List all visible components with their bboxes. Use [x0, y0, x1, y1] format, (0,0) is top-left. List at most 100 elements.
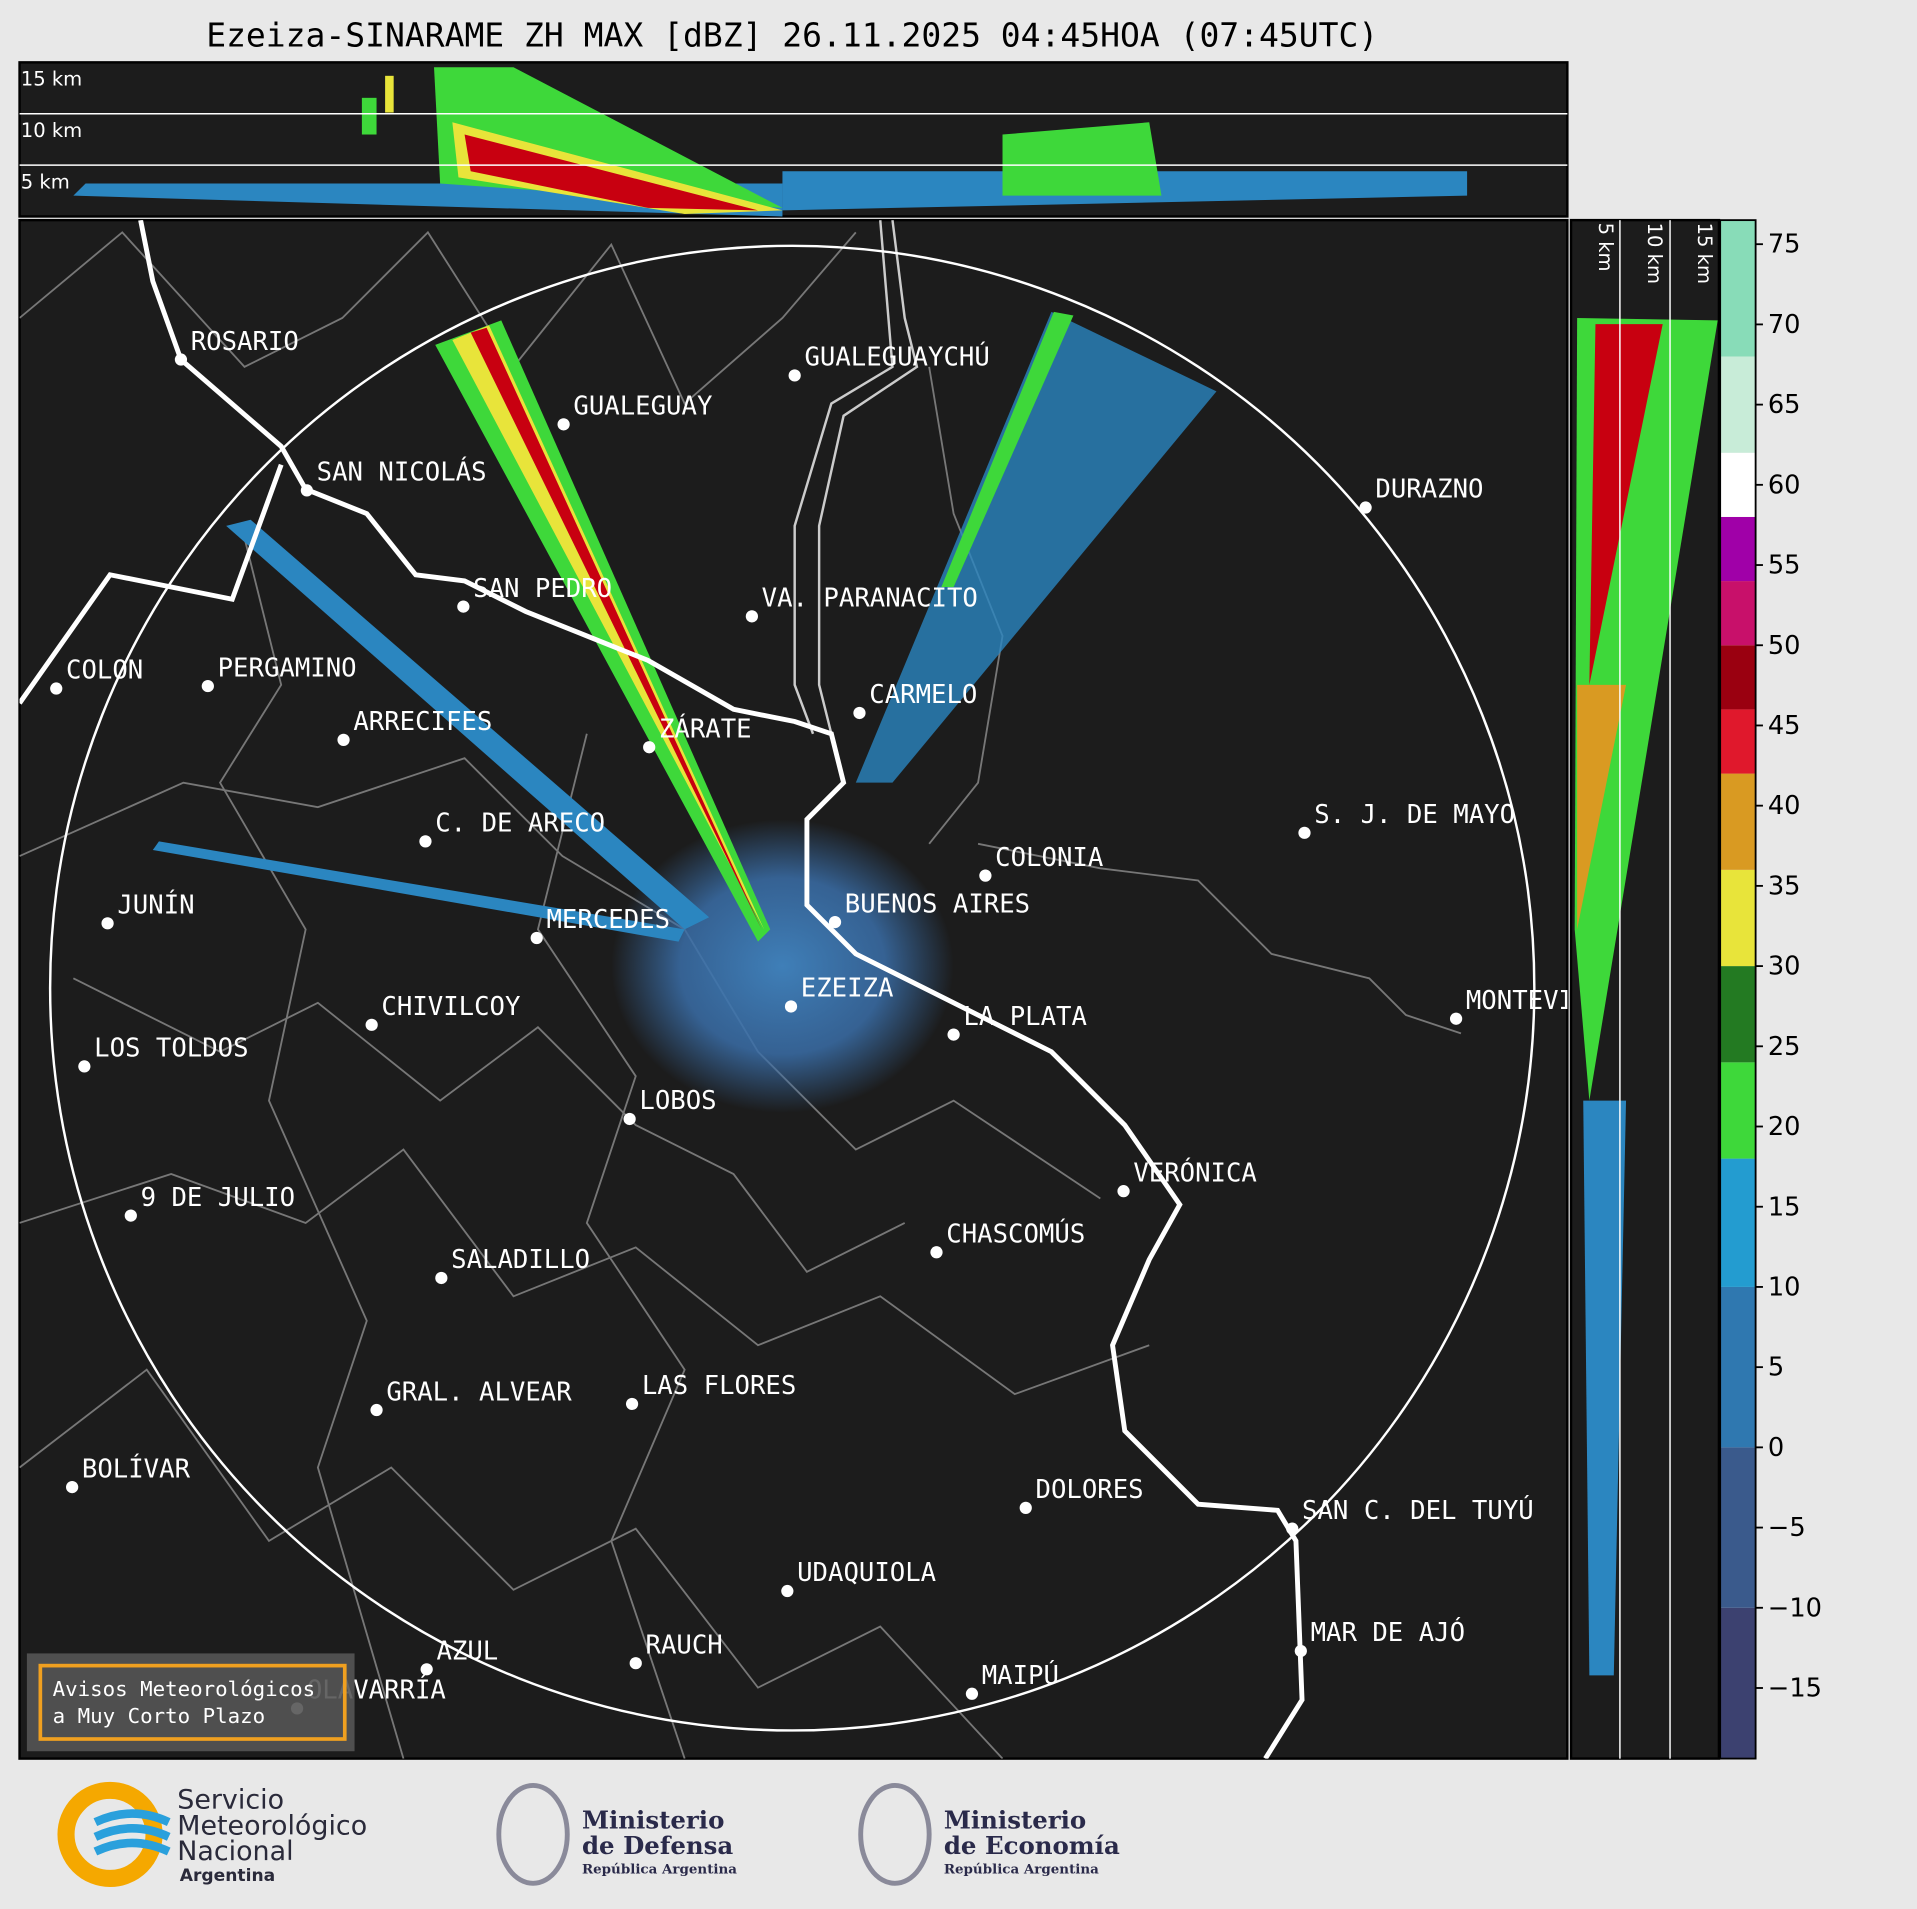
city-label: SAN C. DEL TUYÚ — [1302, 1494, 1534, 1526]
city-dot — [625, 1397, 639, 1411]
smn-logo: Servicio Meteorológico Nacional Argentin… — [57, 1781, 367, 1887]
polyline-shape — [19, 463, 284, 705]
logo-text: Meteorológico — [177, 1810, 367, 1841]
polyline-shape — [19, 757, 1101, 1200]
colorbar-band — [1720, 1447, 1756, 1608]
city-dot — [979, 869, 992, 882]
colorbar-band — [1720, 220, 1756, 357]
colorbar-tick-label: 70 — [1768, 310, 1801, 340]
echo — [855, 311, 1217, 783]
colorbar-tick-label: 45 — [1768, 711, 1801, 741]
city-dot — [1286, 1522, 1299, 1535]
city-label: LAS FLORES — [642, 1371, 796, 1401]
colorbar-tick-label: 0 — [1768, 1433, 1784, 1463]
colorbar-tick-label: 50 — [1768, 631, 1801, 661]
colorbar-band — [1720, 1286, 1756, 1448]
title: Ezeiza-SINARAME ZH MAX [dBZ] 26.11.2025 … — [206, 15, 1378, 54]
colorbar-frame — [1719, 219, 1757, 1760]
city-label: S. J. DE MAYO — [1314, 800, 1515, 830]
city-dot — [643, 741, 656, 754]
polyline-shape — [218, 537, 405, 1759]
polygon-shape — [1002, 122, 1162, 196]
colorbar-tick-label: 20 — [1768, 1112, 1801, 1142]
city-dot — [930, 1246, 943, 1259]
logo-text: Ministerio — [582, 1805, 724, 1834]
colorbar-tick-label: 60 — [1768, 470, 1801, 500]
colorbar-band — [1720, 581, 1756, 646]
colorbar-tick-label: −15 — [1768, 1674, 1822, 1704]
city-label: UDAQUIOLA — [797, 1558, 936, 1588]
city-label: CARMELO — [869, 680, 977, 710]
path-shape — [93, 1809, 171, 1856]
rect-shape — [361, 97, 377, 135]
city-dot — [201, 679, 214, 693]
city-label: VA. PARANACITO — [762, 584, 978, 614]
city-label: LA PLATA — [963, 1002, 1087, 1032]
city-dot — [419, 835, 432, 848]
city-dot — [1294, 1644, 1307, 1658]
colorbar-tick-label: −10 — [1768, 1593, 1822, 1623]
polyline-shape — [72, 977, 906, 1274]
height-label: 10 km — [1643, 223, 1666, 284]
city-label: C. DE ARECO — [435, 809, 605, 839]
warning-backdrop — [26, 1653, 355, 1752]
colorbar-band — [1720, 452, 1756, 517]
logo-text: Nacional — [177, 1836, 293, 1867]
echo — [941, 311, 1074, 588]
logo-text: República Argentina — [944, 1862, 1099, 1878]
economia-logo: Ministerio de Economía República Argenti… — [858, 1783, 1120, 1886]
ellipse-shape — [858, 1783, 932, 1886]
colorbar-band — [1720, 709, 1756, 774]
warning-box — [38, 1663, 347, 1741]
colorbar-tick-label: 15 — [1768, 1192, 1801, 1222]
city-dot — [1359, 501, 1372, 514]
rect-shape — [385, 75, 394, 113]
logo-text: Ministerio — [944, 1805, 1086, 1834]
city-label: EZEIZA — [801, 974, 894, 1004]
city-label: RAUCH — [646, 1630, 723, 1660]
city-dot — [300, 484, 313, 497]
city-dot — [174, 353, 188, 366]
polyline-shape — [536, 733, 686, 1759]
logo-text: Argentina — [180, 1866, 275, 1886]
range-ring — [48, 244, 1536, 1732]
city-label: COLONIA — [995, 843, 1103, 873]
city-dot — [370, 1403, 383, 1417]
echo — [452, 325, 765, 930]
map-layer: ROSARIO GUALEGUAYCHÚ GUALEGUAY SAN NICOLÁS D… — [19, 220, 1620, 1759]
logo-text: de Economía — [944, 1831, 1120, 1860]
coastline — [19, 220, 1305, 1759]
height-label: 15 km — [1693, 223, 1716, 284]
height-label: 10 km — [21, 119, 82, 142]
colorbar-band — [1720, 1607, 1756, 1759]
city-dot — [66, 1480, 79, 1494]
city-dot — [1117, 1185, 1130, 1198]
polyline-shape — [977, 842, 1462, 1035]
echo — [470, 327, 762, 930]
logo-text: de Defensa — [582, 1831, 733, 1860]
city-dot — [784, 1000, 798, 1013]
city-dot — [1019, 1501, 1032, 1514]
city-label: JUNÍN — [117, 889, 194, 921]
city-label: GUALEGUAY — [573, 392, 712, 422]
colorbar-band — [1720, 356, 1756, 453]
city-label: SAN NICOLÁS — [317, 456, 487, 488]
city-label: VERÓNICA — [1133, 1156, 1257, 1188]
height-label: 5 km — [21, 170, 70, 193]
city-dot — [965, 1687, 979, 1700]
logo-text: Servicio — [177, 1785, 284, 1816]
city-dot — [530, 931, 543, 945]
warning-text: Avisos Meteorológicos — [53, 1677, 316, 1701]
city-label: MONTEVIDEO — [1466, 986, 1620, 1016]
colorbar-tick-label: 25 — [1768, 1032, 1801, 1062]
city-dot — [1449, 1012, 1463, 1025]
city-label: MERCEDES — [546, 905, 670, 935]
city-dot — [101, 917, 114, 930]
ellipse-shape — [496, 1783, 570, 1886]
city-dot — [745, 610, 758, 623]
city-label: 9 DE JULIO — [141, 1183, 295, 1213]
colorbar-tick-label: 75 — [1768, 230, 1801, 260]
